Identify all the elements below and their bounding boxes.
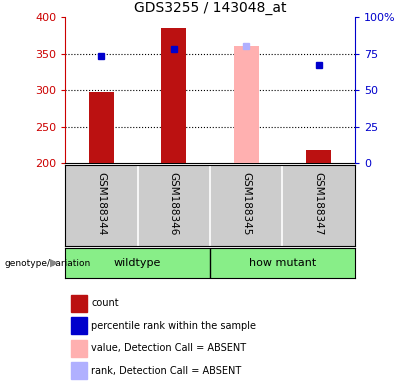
Bar xyxy=(234,46,259,163)
Bar xyxy=(71,295,87,311)
Bar xyxy=(306,150,331,163)
Bar xyxy=(71,362,87,379)
Bar xyxy=(89,93,114,163)
Text: wildtype: wildtype xyxy=(114,258,161,268)
Text: GSM188347: GSM188347 xyxy=(314,172,324,235)
Bar xyxy=(71,340,87,357)
Text: genotype/variation: genotype/variation xyxy=(4,258,90,268)
Text: GSM188345: GSM188345 xyxy=(241,172,251,235)
Text: GSM188344: GSM188344 xyxy=(96,172,106,235)
Text: ▶: ▶ xyxy=(50,258,59,268)
Bar xyxy=(71,317,87,334)
Text: value, Detection Call = ABSENT: value, Detection Call = ABSENT xyxy=(91,343,246,353)
Text: count: count xyxy=(91,298,119,308)
Title: GDS3255 / 143048_at: GDS3255 / 143048_at xyxy=(134,1,286,15)
Text: percentile rank within the sample: percentile rank within the sample xyxy=(91,321,256,331)
Bar xyxy=(161,28,186,163)
Text: GSM188346: GSM188346 xyxy=(169,172,179,235)
Text: how mutant: how mutant xyxy=(249,258,316,268)
Text: rank, Detection Call = ABSENT: rank, Detection Call = ABSENT xyxy=(91,366,242,376)
